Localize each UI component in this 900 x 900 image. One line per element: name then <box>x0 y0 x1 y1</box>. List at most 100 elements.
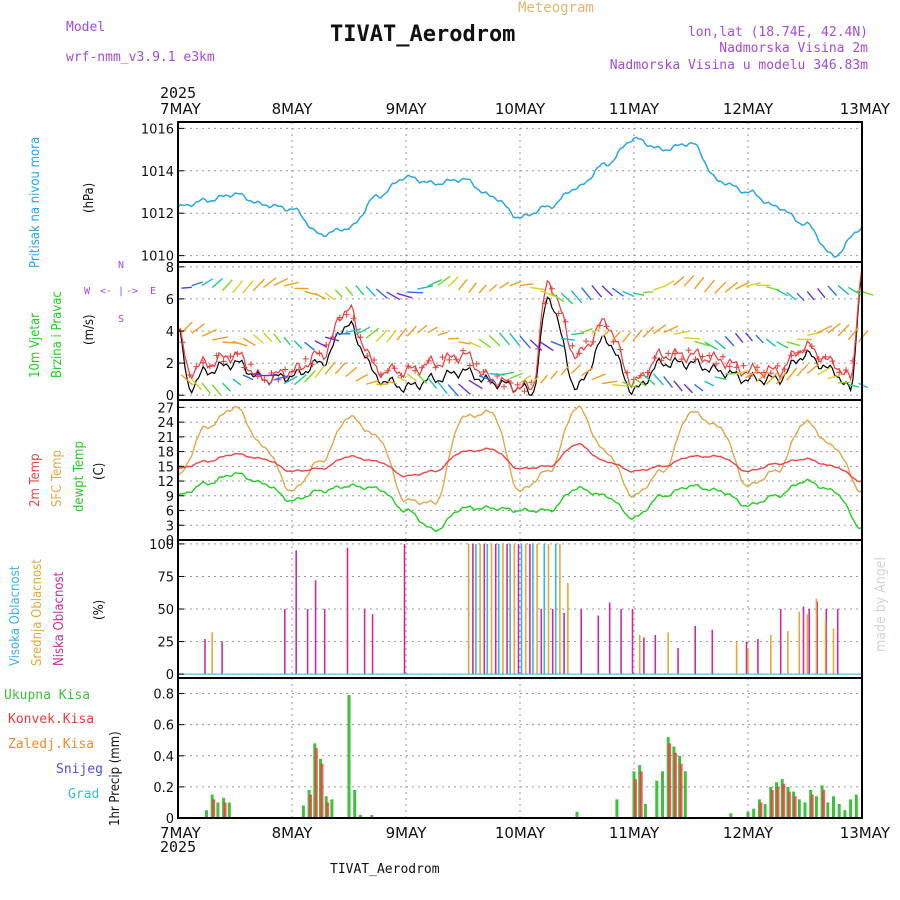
wind-direction-arrow <box>550 340 565 348</box>
precip-bar <box>822 790 826 818</box>
gust-marker <box>302 355 309 362</box>
x-label-top: 8MAY <box>272 100 314 118</box>
gust-marker <box>507 379 514 386</box>
gust-marker <box>398 372 405 379</box>
wind-direction-arrow <box>457 383 471 395</box>
wind-direction-arrow <box>591 285 603 298</box>
wind-direction-arrow <box>221 279 233 292</box>
gust-marker <box>247 361 254 368</box>
precip-bar <box>854 794 858 818</box>
wind-direction-arrow <box>786 341 801 347</box>
wind-direction-arrow <box>345 328 361 334</box>
y-tick-label: 8 <box>166 261 174 276</box>
precip-bar <box>810 794 814 818</box>
wind-direction-arrow <box>304 341 315 351</box>
precip-bar <box>314 748 318 818</box>
x-label-bottom: 9MAY <box>386 824 428 842</box>
wind-direction-arrow <box>447 276 459 288</box>
gust-marker <box>788 352 795 359</box>
wind-direction-arrow <box>448 337 460 340</box>
wind-direction-arrow <box>488 334 501 347</box>
precip-bar <box>223 802 227 818</box>
pressure-line <box>177 136 863 258</box>
wind-direction-arrow <box>355 373 369 382</box>
precip-bar <box>309 794 313 818</box>
wind-direction-arrow <box>437 331 448 336</box>
gust-marker <box>343 311 350 318</box>
y-tick-label: 0 <box>166 534 174 549</box>
wind-direction-arrow <box>407 291 424 294</box>
wind-direction-arrow <box>550 370 558 380</box>
x-label-top: 13MAY <box>840 100 891 118</box>
wind-direction-arrow <box>683 383 694 394</box>
wind-direction-arrow <box>519 283 534 287</box>
precip-legend-snow: Snijeg <box>56 762 103 777</box>
wind-direction-arrow <box>509 372 523 380</box>
precip-bar <box>770 790 774 818</box>
gust-marker <box>774 362 781 369</box>
wind-direction-arrow <box>837 324 850 337</box>
gust-marker <box>706 352 713 359</box>
wind-direction-arrow <box>622 290 635 298</box>
wind-direction-arrow <box>663 280 675 288</box>
lonlat-label: lon,lat (18.74E, 42.4N) <box>687 25 868 40</box>
wind-direction-arrow <box>612 383 629 387</box>
wind-direction-arrow <box>365 327 380 339</box>
gust-marker <box>384 367 391 374</box>
y-tick-label: 15 <box>157 460 174 475</box>
gust-marker <box>849 357 856 364</box>
compass-bar: | <box>118 286 125 297</box>
gust-marker <box>617 346 624 353</box>
x-label-bottom: 7MAY <box>160 824 202 842</box>
gust-marker <box>542 300 549 307</box>
gust-marker <box>439 354 446 361</box>
wind-direction-arrow <box>765 372 778 386</box>
wind-direction-arrow <box>396 328 407 341</box>
precip-bar <box>358 814 362 818</box>
wind-direction-arrow <box>755 371 769 383</box>
wind-direction-arrow <box>304 370 316 383</box>
wind-direction-arrow <box>478 284 487 294</box>
gust-marker <box>364 353 371 360</box>
gust-marker <box>740 362 747 369</box>
wind-direction-arrow <box>427 326 438 334</box>
precip-bar <box>227 802 231 818</box>
gust-marker <box>206 363 213 370</box>
gust-marker <box>501 383 508 390</box>
y-tick-label: 4 <box>166 325 174 340</box>
precip-bar <box>320 763 324 818</box>
wind-direction-arrow <box>468 379 483 390</box>
precip-bar <box>216 802 220 818</box>
precip-bar <box>826 802 830 818</box>
wind-direction-arrow <box>775 371 788 385</box>
gust-marker <box>480 369 487 376</box>
precip-bar <box>661 771 664 818</box>
wind-direction-arrow <box>570 364 582 375</box>
precip-bar <box>330 799 334 818</box>
wind-direction-arrow <box>796 363 809 377</box>
gust-marker <box>200 359 207 366</box>
wind-direction-arrow <box>734 332 744 343</box>
gust-marker <box>699 353 706 360</box>
precip-bar <box>729 813 733 818</box>
gust-marker <box>186 372 193 379</box>
precip-bar <box>347 695 351 818</box>
wind-direction-arrow <box>283 336 291 346</box>
y-tick-label: 0 <box>166 389 174 404</box>
y-tick-label: 1012 <box>141 207 174 222</box>
gust-marker <box>781 366 788 373</box>
y-tick-label: 27 <box>157 401 174 416</box>
wind-direction-arrow <box>324 292 335 301</box>
gust-marker <box>802 347 808 354</box>
y-tick-label: 18 <box>157 446 174 461</box>
wind-direction-arrow <box>714 281 727 294</box>
gust-marker <box>624 369 631 376</box>
compass-s: S <box>118 314 125 325</box>
gust-marker <box>227 353 234 360</box>
wind-direction-arrow <box>355 326 371 336</box>
gust-marker <box>665 350 672 357</box>
gust-marker <box>596 322 603 329</box>
precip-bar <box>832 796 835 818</box>
wind-direction-arrow <box>365 380 379 385</box>
wind-direction-arrow <box>560 337 575 341</box>
